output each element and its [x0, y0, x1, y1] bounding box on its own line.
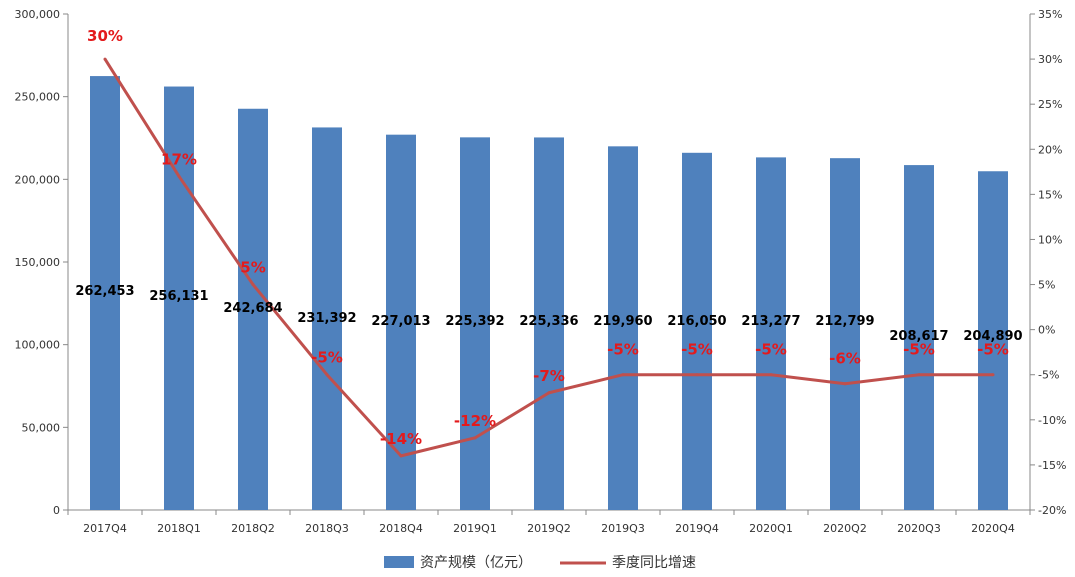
growth-point-2017Q4: [103, 57, 107, 61]
right-tick-label: 30%: [1038, 53, 1062, 66]
growth-value-label: -5%: [755, 341, 787, 359]
growth-value-label: -5%: [903, 341, 935, 359]
bar-2018Q4: [386, 134, 416, 510]
right-tick-label: 0%: [1038, 324, 1055, 337]
x-tick-label: 2020Q4: [971, 522, 1015, 535]
growth-point-2019Q4: [695, 373, 699, 377]
x-tick-label: 2020Q2: [823, 522, 867, 535]
bar-value-label: 219,960: [593, 314, 652, 329]
x-tick-label: 2018Q4: [379, 522, 423, 535]
axes: 0 50,000 100,000 150,000 200,000 250,000 300,0…: [15, 8, 1067, 535]
legend-swatch-bar: [384, 556, 414, 568]
bar-value-label: 225,336: [519, 314, 578, 329]
growth-point-2020Q1: [769, 373, 773, 377]
bar-value-label: 213,277: [741, 314, 800, 329]
growth-line: [103, 57, 995, 458]
left-tick-label: 100,000: [15, 339, 61, 352]
growth-value-label: -7%: [533, 367, 565, 385]
growth-point-2018Q4: [399, 454, 403, 458]
bar-value-label: 256,131: [149, 289, 208, 304]
bar-value-label: 225,392: [445, 314, 504, 329]
growth-point-2020Q3: [917, 373, 921, 377]
right-tick-label: 25%: [1038, 98, 1062, 111]
bar-value-label: 262,453: [75, 284, 134, 299]
bar-2020Q1: [756, 157, 786, 510]
growth-point-2018Q2: [251, 283, 255, 287]
bar-value-label: 208,617: [889, 329, 948, 344]
growth-point-2020Q4: [991, 373, 995, 377]
growth-value-label: -5%: [681, 341, 713, 359]
right-tick-label: 35%: [1038, 8, 1062, 21]
growth-value-label: -6%: [829, 350, 861, 368]
left-tick-label: 150,000: [15, 256, 61, 269]
x-tick-label: 2019Q3: [601, 522, 645, 535]
growth-value-label: 17%: [161, 150, 197, 168]
right-tick-label: 5%: [1038, 279, 1055, 292]
bars: [90, 76, 1008, 511]
right-tick-label: -15%: [1038, 459, 1066, 472]
x-tick-label: 2019Q1: [453, 522, 497, 535]
bar-2019Q2: [534, 137, 564, 511]
bar-2019Q1: [460, 137, 490, 510]
growth-value-label: 30%: [87, 27, 123, 45]
right-tick-label: 20%: [1038, 143, 1062, 156]
growth-point-2020Q2: [843, 382, 847, 386]
right-tick-label: -5%: [1038, 369, 1059, 382]
bar-2020Q2: [830, 158, 860, 511]
left-tick-label: 200,000: [15, 173, 61, 186]
x-tick-label: 2017Q4: [83, 522, 127, 535]
growth-point-2019Q2: [547, 391, 551, 395]
growth-value-label: -5%: [977, 341, 1009, 359]
data-labels: 262,453 256,131 242,684 231,392 227,013 225,3…: [75, 27, 1022, 448]
bar-2020Q3: [904, 165, 934, 511]
bar-2017Q4: [90, 76, 120, 511]
bar-value-label: 227,013: [371, 314, 430, 329]
left-tick-label: 250,000: [15, 91, 61, 104]
bar-value-label: 231,392: [297, 311, 356, 326]
left-tick-label: 0: [53, 504, 60, 517]
legend-label-bar: 资产规模（亿元）: [420, 555, 532, 571]
right-tick-label: 15%: [1038, 188, 1062, 201]
x-tick-label: 2019Q4: [675, 522, 719, 535]
growth-value-label: -5%: [607, 341, 639, 359]
right-tick-label: -20%: [1038, 504, 1066, 517]
growth-value-label: -5%: [311, 349, 343, 367]
right-tick-label: -10%: [1038, 414, 1066, 427]
x-tick-label: 2018Q2: [231, 522, 275, 535]
bar-2019Q4: [682, 152, 712, 510]
left-tick-label: 300,000: [15, 8, 61, 21]
legend: 资产规模（亿元） 季度同比增速: [384, 555, 696, 571]
growth-value-label: -12%: [454, 412, 496, 430]
x-tick-label: 2020Q1: [749, 522, 793, 535]
growth-value-label: 5%: [240, 259, 265, 277]
growth-point-2018Q3: [325, 373, 329, 377]
bar-value-label: 216,050: [667, 314, 726, 329]
bar-2018Q1: [164, 86, 194, 510]
bar-2018Q3: [312, 127, 342, 511]
bar-2018Q2: [238, 108, 268, 510]
right-tick-label: 10%: [1038, 233, 1062, 246]
x-tick-label: 2020Q3: [897, 522, 941, 535]
bar-value-label: 204,890: [963, 329, 1022, 344]
bar-2019Q3: [608, 146, 638, 510]
bar-value-label: 242,684: [223, 301, 282, 316]
x-tick-label: 2018Q3: [305, 522, 349, 535]
x-tick-label: 2018Q1: [157, 522, 201, 535]
growth-point-2018Q1: [177, 174, 181, 178]
growth-point-2019Q1: [473, 436, 477, 440]
bar-2020Q4: [978, 171, 1008, 510]
x-tick-label: 2019Q2: [527, 522, 571, 535]
left-tick-label: 50,000: [22, 421, 61, 434]
legend-label-line: 季度同比增速: [612, 555, 696, 571]
growth-value-label: -14%: [380, 430, 422, 448]
growth-point-2019Q3: [621, 373, 625, 377]
bar-value-label: 212,799: [815, 314, 874, 329]
